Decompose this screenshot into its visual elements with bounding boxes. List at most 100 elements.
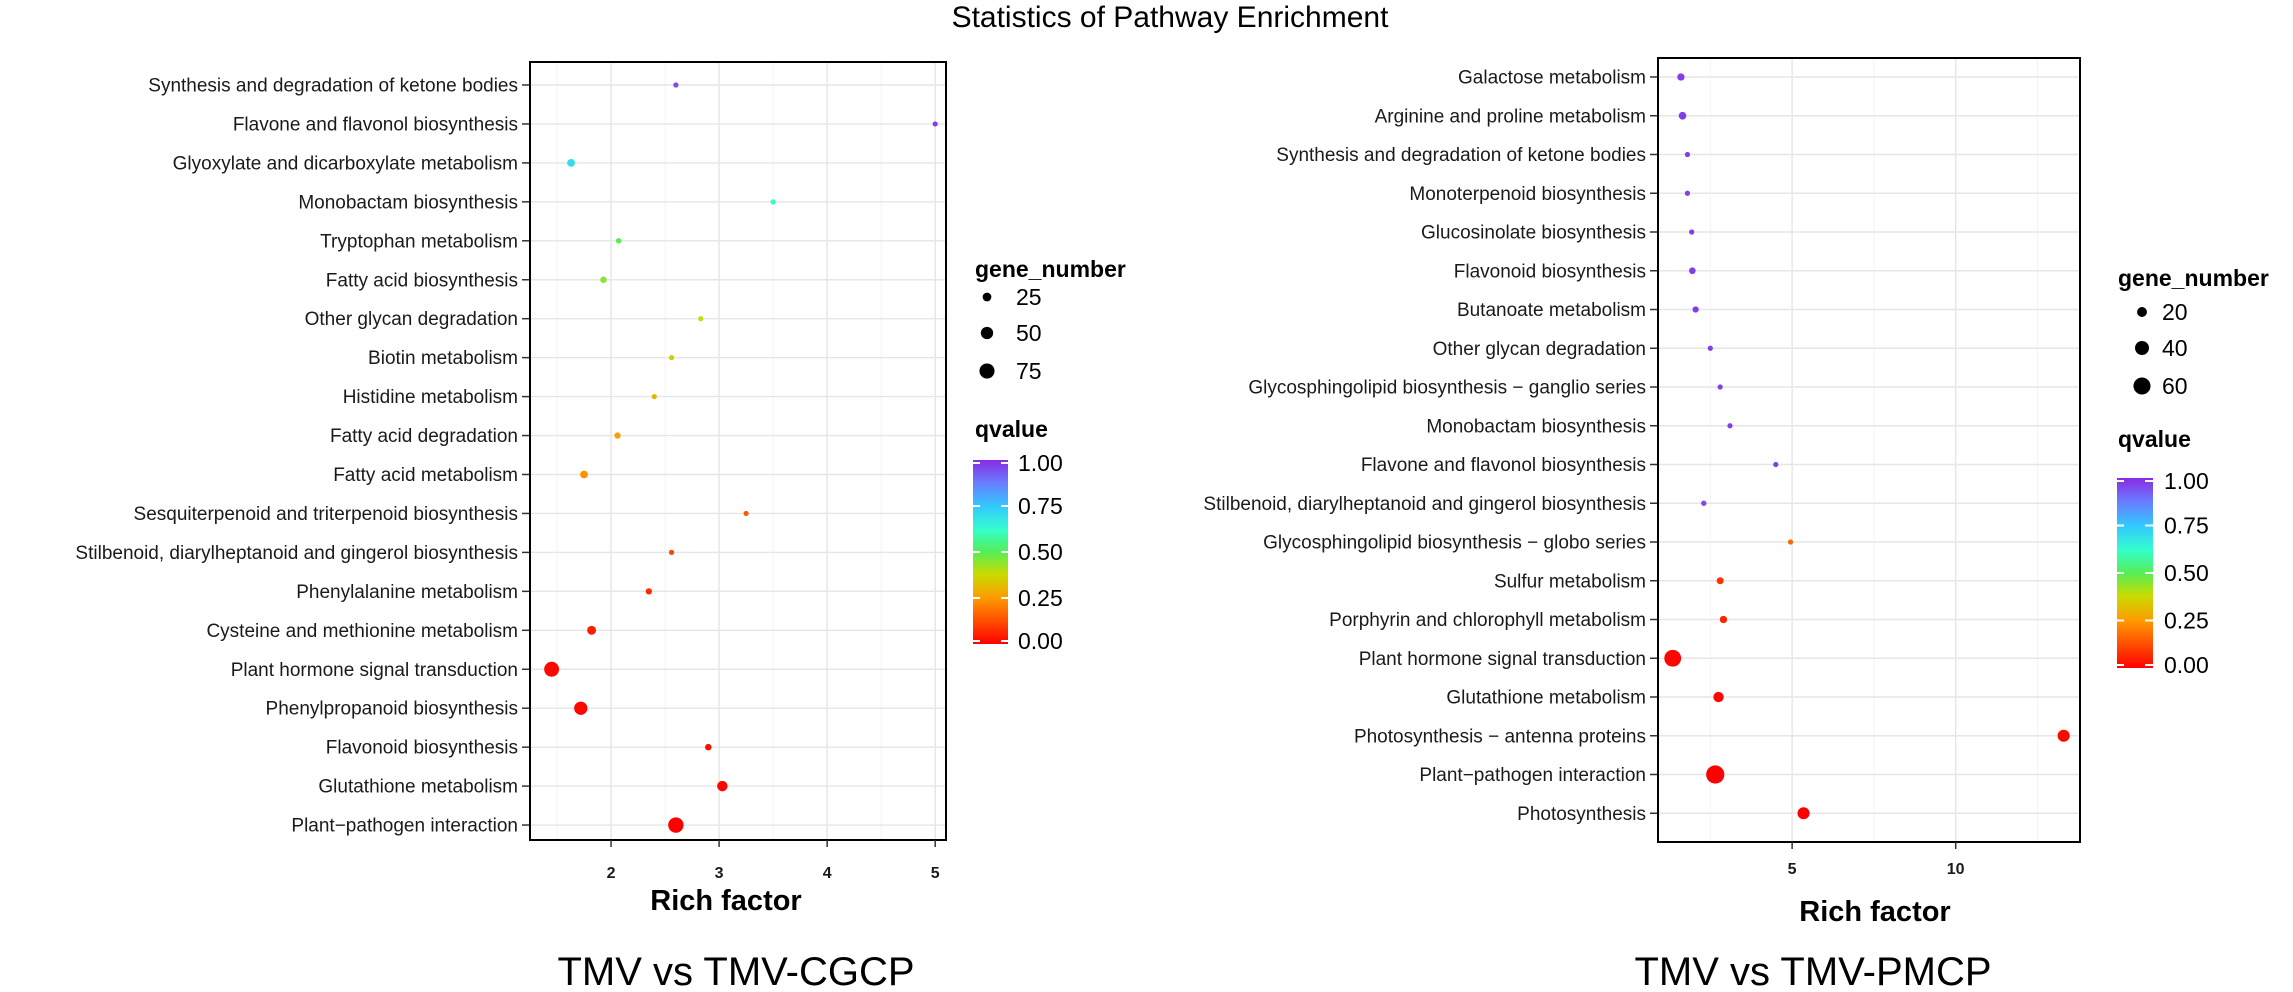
chart-cgcp-point [743, 510, 749, 517]
page-title: Statistics of Pathway Enrichment [952, 1, 1390, 34]
chart-cgcp-panel-bg [530, 62, 946, 840]
chart-pmcp-size-legend-label: 40 [2162, 335, 2188, 361]
chart-pmcp-grid [1658, 58, 2080, 842]
chart-cgcp-y-label: Tryptophan metabolism [320, 231, 518, 252]
chart-pmcp-y-label: Stilbenoid, diarylheptanoid and gingerol… [1203, 494, 1646, 515]
chart-pmcp-size-legend-key [2137, 307, 2147, 317]
chart-pmcp-point [1701, 500, 1707, 506]
chart-pmcp-size-legend-key [2133, 377, 2151, 395]
chart-cgcp-y-label: Phenylalanine metabolism [296, 582, 518, 603]
chart-cgcp-point [614, 432, 621, 439]
chart-pmcp-point [1716, 577, 1724, 585]
chart-pmcp-point [1678, 111, 1687, 120]
chart-pmcp-point [1689, 229, 1695, 235]
chart-pmcp-y-label: Flavonoid biosynthesis [1454, 261, 1646, 282]
chart-pmcp-point [1797, 807, 1810, 820]
chart-cgcp-point [698, 316, 704, 322]
chart-pmcp-point [1692, 306, 1699, 313]
chart-cgcp-y-label: Monobactam biosynthesis [298, 192, 518, 213]
chart-cgcp-color-legend-title: qvalue [975, 416, 1048, 442]
chart-cgcp-y-label: Other glycan degradation [305, 309, 518, 330]
chart-pmcp-point [1677, 73, 1685, 81]
chart-pmcp-colorbar-label: 1.00 [2164, 468, 2209, 494]
chart-cgcp-y-label: Plant hormone signal transduction [231, 660, 518, 681]
chart-pmcp-x-tick-label: 5 [1788, 861, 1797, 878]
chart-cgcp-y-label: Glutathione metabolism [318, 777, 518, 798]
chart-cgcp-y-labels: Synthesis and degradation of ketone bodi… [75, 76, 530, 837]
chart-pmcp-colorbar-label: 0.50 [2164, 560, 2209, 586]
chart-pmcp-x-tick-label: 10 [1947, 861, 1965, 878]
chart-cgcp-point [668, 817, 684, 833]
chart-pmcp-y-label: Glutathione metabolism [1446, 688, 1646, 709]
chart-cgcp-point [645, 588, 652, 595]
chart-cgcp-panel-border [529, 61, 947, 841]
chart-pmcp-y-label: Photosynthesis − antenna proteins [1354, 726, 1646, 747]
chart-cgcp-size-legend-key [982, 292, 992, 302]
chart-cgcp-size-legend-label: 75 [1016, 358, 1042, 384]
chart-pmcp-x-axis-label: Rich factor [1799, 896, 1950, 928]
chart-cgcp-point [668, 549, 675, 556]
chart-cgcp-size-legend-key [979, 363, 995, 379]
chart-pmcp-point [1684, 151, 1691, 158]
chart-cgcp-point [574, 701, 588, 715]
chart-pmcp-point [1719, 615, 1728, 624]
chart-pmcp-y-label: Glycosphingolipid biosynthesis − globo s… [1263, 533, 1646, 554]
chart-cgcp-point [544, 661, 560, 677]
chart-cgcp-size-legend-key [980, 326, 994, 340]
chart-cgcp-size-legend-title: gene_number [975, 256, 1126, 282]
chart-cgcp-size-legend-label: 50 [1016, 320, 1042, 346]
chart-pmcp-x-ticks: 5 10 [1788, 842, 1965, 878]
chart-cgcp-point [673, 82, 679, 88]
chart-pmcp-size-legend: gene_number 20 40 60 [2118, 265, 2269, 399]
chart-pmcp-y-label: Arginine and proline metabolism [1375, 106, 1646, 127]
chart-pmcp-y-label: Glycosphingolipid biosynthesis − ganglio… [1248, 378, 1646, 399]
chart-cgcp: Synthesis and degradation of ketone bodi… [75, 61, 1126, 992]
chart-cgcp-x-tick-label: 2 [607, 865, 616, 882]
chart-pmcp-colorbar-label: 0.00 [2164, 652, 2209, 678]
chart-pmcp-panel-bg [1658, 58, 2080, 842]
chart-cgcp-caption: TMV vs TMV-CGCP [557, 950, 914, 992]
chart-cgcp-y-label: Fatty acid biosynthesis [326, 270, 518, 291]
chart-cgcp-point [600, 276, 607, 284]
chart-cgcp-point [668, 355, 675, 361]
chart-pmcp-points [1664, 73, 2070, 820]
chart-pmcp-point [1684, 190, 1691, 196]
chart-cgcp-y-label: Plant−pathogen interaction [291, 816, 518, 837]
chart-pmcp-point [1727, 423, 1733, 429]
chart-pmcp-y-labels: Galactose metabolism Arginine and proline… [1203, 68, 1658, 825]
chart-cgcp-colorbar-label: 0.00 [1018, 628, 1063, 654]
chart-pmcp-point [1664, 649, 1682, 667]
chart-pmcp-size-legend-title: gene_number [2118, 265, 2269, 291]
chart-pmcp-y-label: Butanoate metabolism [1457, 300, 1646, 321]
chart-cgcp-colorbar-label: 1.00 [1018, 450, 1063, 476]
chart-cgcp-color-legend: qvalue 1.00 0.75 0.50 0.25 0.00 [973, 416, 1063, 654]
chart-cgcp-point [615, 238, 622, 244]
chart-cgcp-y-label: Fatty acid degradation [330, 426, 518, 447]
chart-cgcp-point [651, 394, 657, 400]
chart-pmcp-caption: TMV vs TMV-PMCP [1634, 950, 1991, 992]
chart-cgcp-colorbar-label: 0.25 [1018, 585, 1063, 611]
chart-cgcp-y-label: Sesquiterpenoid and triterpenoid biosynt… [134, 504, 518, 525]
chart-pmcp-y-label: Other glycan degradation [1433, 339, 1646, 360]
chart-cgcp-x-tick-label: 5 [931, 865, 940, 882]
chart-cgcp-point [717, 780, 728, 792]
chart-cgcp-size-legend: gene_number 25 50 75 [975, 256, 1126, 384]
chart-pmcp-size-legend-label: 20 [2162, 299, 2188, 325]
chart-pmcp-y-label: Synthesis and degradation of ketone bodi… [1276, 145, 1646, 166]
chart-pmcp-y-label: Sulfur metabolism [1494, 571, 1646, 592]
chart-cgcp-point [770, 199, 776, 205]
chart-cgcp-y-label: Biotin metabolism [368, 348, 518, 369]
chart-pmcp-color-legend: qvalue 1.00 0.75 0.50 0.25 0.00 [2117, 426, 2209, 678]
chart-cgcp-point [567, 159, 575, 167]
chart-pmcp-point [1706, 765, 1725, 784]
chart-cgcp-y-label: Flavone and flavonol biosynthesis [233, 114, 518, 135]
chart-pmcp-point [1773, 461, 1779, 468]
chart-cgcp-point [932, 121, 938, 127]
chart-pmcp-size-legend-label: 60 [2162, 373, 2188, 399]
chart-pmcp-point [2057, 729, 2070, 742]
chart-pmcp-y-label: Photosynthesis [1517, 804, 1646, 825]
chart-pmcp-point [1689, 267, 1696, 275]
chart-cgcp-point [580, 470, 588, 479]
chart-cgcp-x-ticks: 2 3 4 5 [607, 840, 940, 882]
chart-pmcp-y-label: Glucosinolate biosynthesis [1421, 223, 1646, 244]
